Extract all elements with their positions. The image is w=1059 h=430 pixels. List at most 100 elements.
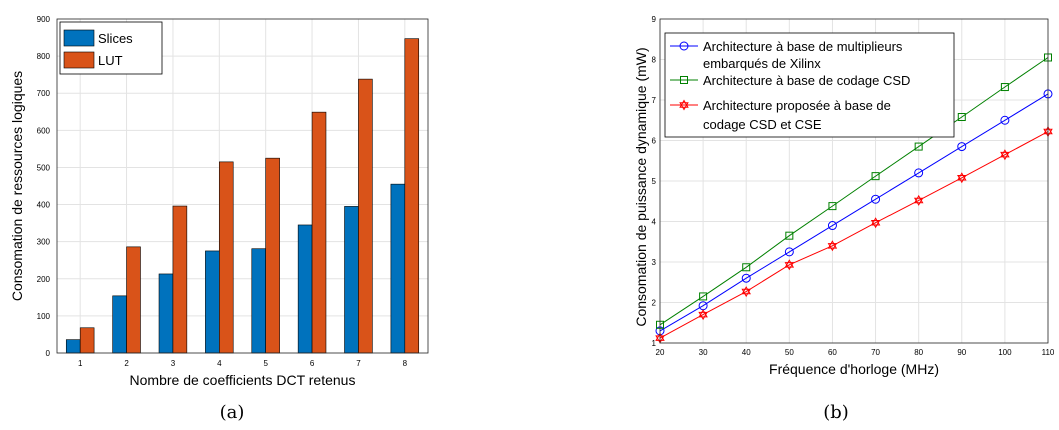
hexagram-triangle-down xyxy=(784,262,795,271)
bar-slices-5 xyxy=(251,248,266,354)
ytick-label: 800 xyxy=(37,52,51,61)
ytick-label: 6 xyxy=(652,137,657,146)
series-line xyxy=(659,131,1049,339)
xtick-label: 100 xyxy=(998,348,1012,357)
legend-label: codage CSD et CSE xyxy=(703,117,822,132)
legend-a: Slices LUT xyxy=(59,21,163,75)
data-point xyxy=(871,172,880,181)
hexagram-triangle-down xyxy=(957,175,967,184)
hexagram-triangle-up xyxy=(870,217,881,226)
x-axis-label: Nombre de coefficients DCT retenus xyxy=(130,372,356,388)
xtick-label: 70 xyxy=(871,348,880,357)
bar-slices-7 xyxy=(344,206,359,354)
data-point xyxy=(871,194,881,204)
axes-box-a xyxy=(56,18,429,354)
xtick-label: 50 xyxy=(785,348,794,357)
data-point xyxy=(1000,115,1010,125)
ytick-label: 200 xyxy=(37,275,51,284)
chart-b-dynamic-power: 1 2 3 4 5 6 7 8 9 20 30 40 50 60 70 80 90 100 110 Fréquence… xyxy=(633,15,1055,377)
bar-lut-3 xyxy=(172,205,188,354)
ytick-label: 500 xyxy=(37,163,51,172)
hexagram-triangle-down xyxy=(870,220,881,229)
data-point xyxy=(913,194,924,206)
data-point xyxy=(827,221,837,231)
y-axis-label: Consomation de puissance dynamique (mW) xyxy=(633,47,649,326)
hexagram-triangle-up xyxy=(679,99,689,108)
bar-slices-6 xyxy=(297,224,313,354)
xtick-label: 60 xyxy=(828,348,837,357)
xtick-label: 5 xyxy=(263,359,268,368)
data-point xyxy=(784,247,794,257)
hexagram-triangle-up xyxy=(741,286,751,295)
caption-a: (a) xyxy=(220,402,245,423)
xtick-label: 2 xyxy=(124,359,129,368)
bar-lut-8 xyxy=(404,38,420,354)
hexagram-triangle-down xyxy=(913,197,924,206)
chart-a-resource-usage: 0 100 200 300 400 500 600 700 800 900 1 2 3 4 5 6 7 8 Nomb… xyxy=(9,15,429,388)
legend-label: embarqués de Xilinx xyxy=(703,56,821,71)
legend-swatch-slices xyxy=(63,29,95,47)
caption-b: (b) xyxy=(823,402,849,423)
axes-box-b xyxy=(659,18,1049,344)
hexagram-triangle-up xyxy=(913,194,924,204)
legend-b: Architecture à base de multiplieurs embar… xyxy=(664,32,955,138)
hexagram-triangle-down xyxy=(1000,151,1010,161)
xtick-label: 20 xyxy=(656,348,665,357)
data-point xyxy=(957,142,967,152)
hexagram-triangle-up xyxy=(827,240,838,249)
ytick-label: 700 xyxy=(37,89,51,98)
hexagram-triangle-up xyxy=(957,172,967,181)
data-point xyxy=(957,113,966,122)
hexagram-triangle-down xyxy=(679,102,689,111)
legend-marker xyxy=(680,76,688,84)
bar-slices-8 xyxy=(390,183,406,354)
hexagram-triangle-up xyxy=(1000,149,1010,158)
data-point xyxy=(784,259,795,271)
hexagram-triangle-down xyxy=(698,311,708,321)
legend-swatch-lut xyxy=(63,51,95,69)
bar-lut-6 xyxy=(311,111,327,354)
ytick-label: 900 xyxy=(37,15,51,24)
bar-lut-7 xyxy=(358,78,373,354)
ytick-label: 2 xyxy=(652,299,657,308)
bar-lut-5 xyxy=(265,157,280,354)
ytick-label: 9 xyxy=(652,15,657,24)
ytick-label: 1 xyxy=(652,339,657,348)
xtick-label: 1 xyxy=(78,359,83,368)
data-point xyxy=(957,172,967,184)
ytick-label: 600 xyxy=(37,126,51,135)
series-1 xyxy=(655,89,1053,336)
xtick-label: 90 xyxy=(957,348,966,357)
ytick-label: 4 xyxy=(652,218,657,227)
ytick-label: 8 xyxy=(652,56,657,65)
hexagram-triangle-up xyxy=(698,309,708,318)
legend-label-slices: Slices xyxy=(98,31,133,46)
xtick-label: 80 xyxy=(914,348,923,357)
xtick-label: 30 xyxy=(699,348,708,357)
legend-label: Architecture à base de codage CSD xyxy=(703,73,910,88)
xtick-label: 4 xyxy=(217,359,222,368)
data-point xyxy=(741,273,751,283)
ytick-label: 400 xyxy=(37,201,51,210)
xtick-label: 3 xyxy=(171,359,176,368)
xtick-label: 6 xyxy=(310,359,315,368)
xtick-label: 8 xyxy=(403,359,408,368)
data-point xyxy=(914,142,923,151)
series-2 xyxy=(656,53,1052,329)
xtick-label: 40 xyxy=(742,348,751,357)
data-point xyxy=(827,240,838,252)
hexagram-triangle-up xyxy=(784,259,795,268)
bar-slices-3 xyxy=(158,273,174,354)
data-point xyxy=(1000,149,1010,161)
legend-label: Architecture à base de multiplieurs xyxy=(703,39,903,54)
x-axis-label: Fréquence d'horloge (MHz) xyxy=(769,361,939,377)
ytick-label: 100 xyxy=(37,312,51,321)
data-point xyxy=(785,231,794,240)
bar-lut-2 xyxy=(126,246,141,354)
data-point xyxy=(742,263,751,272)
bar-slices-4 xyxy=(205,250,220,354)
data-point xyxy=(699,292,708,301)
data-point xyxy=(828,202,837,211)
legend-label: Architecture proposée à base de xyxy=(703,98,891,113)
ytick-label: 7 xyxy=(652,96,657,105)
